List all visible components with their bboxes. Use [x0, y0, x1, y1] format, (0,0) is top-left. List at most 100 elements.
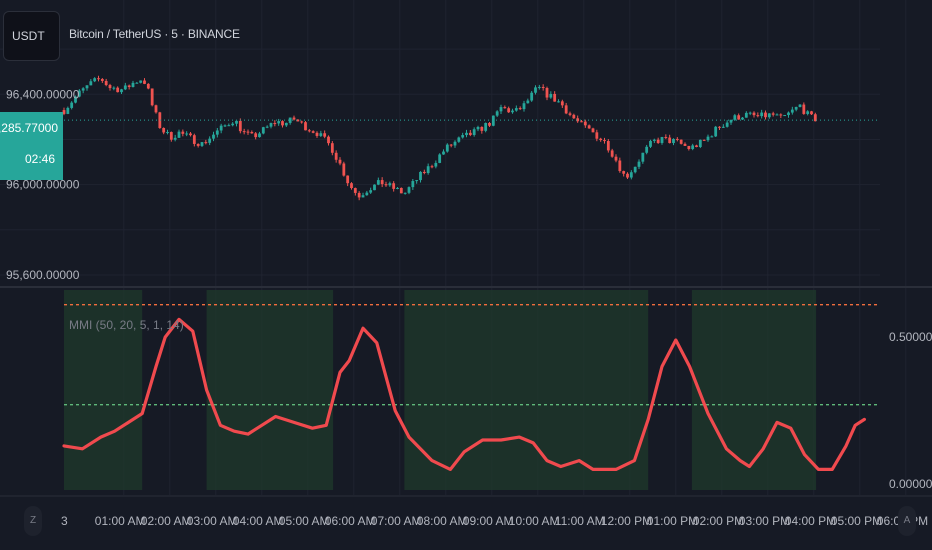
candle-body — [139, 80, 143, 83]
candle-body — [794, 107, 798, 110]
bar-countdown: 02:46 — [24, 152, 55, 166]
x-tick-label: 05:00 AM — [279, 514, 330, 528]
candle-body — [258, 133, 261, 138]
candle-body — [85, 85, 89, 89]
candle-body — [537, 86, 541, 88]
mmi-y-tick-label: 0.50000 — [889, 330, 932, 344]
candle-body — [802, 104, 806, 114]
candle-body — [752, 112, 756, 116]
candle-body — [683, 143, 687, 146]
candle-body — [721, 126, 725, 128]
x-tick-label: 12:00 PM — [601, 514, 652, 528]
candle-body — [672, 138, 675, 144]
candle-body — [541, 86, 545, 89]
candle-body — [633, 166, 637, 173]
candle-body — [131, 82, 135, 88]
candle-body — [123, 85, 127, 90]
candle-body — [353, 188, 357, 193]
candle-body — [744, 112, 748, 118]
candle-body — [227, 125, 231, 127]
last-price: 96,285.77000 — [0, 121, 58, 135]
candle-body — [288, 117, 292, 123]
candle-body — [208, 138, 212, 143]
candle-body — [468, 132, 472, 135]
mmi-zone — [404, 290, 649, 490]
candle-body — [472, 129, 476, 135]
candle-body — [767, 113, 771, 118]
candle-body — [192, 135, 196, 144]
candle-body — [691, 145, 695, 149]
candle-body — [158, 112, 162, 128]
x-tick-label: 01:00 PM — [647, 514, 698, 528]
candle-body — [292, 117, 296, 120]
indicator-label[interactable]: MMI (50, 20, 5, 1, 14) — [69, 318, 184, 332]
candle-body — [265, 126, 269, 128]
candle-body — [511, 110, 514, 113]
candle-body — [315, 132, 319, 136]
candle-body — [376, 180, 380, 185]
candle-body — [775, 114, 779, 116]
candle-body — [323, 133, 327, 137]
candle-body — [284, 122, 288, 126]
candle-body — [534, 87, 537, 93]
candle-body — [491, 115, 495, 126]
candle-body — [572, 114, 576, 119]
candle-body — [687, 145, 691, 149]
candle-body — [695, 145, 698, 147]
candle-body — [296, 119, 300, 122]
nav-left-button[interactable]: Z — [24, 506, 42, 536]
candle-body — [212, 134, 215, 139]
candle-body — [618, 160, 622, 172]
candle-body — [74, 96, 77, 103]
candle-body — [465, 132, 468, 136]
candle-body — [806, 111, 810, 114]
x-tick-label: 07:00 AM — [371, 514, 422, 528]
candle-body — [741, 117, 744, 120]
candle-body — [261, 127, 265, 134]
symbol-search-button[interactable]: USDT — [3, 11, 60, 61]
candle-body — [457, 137, 461, 142]
candle-body — [725, 122, 729, 127]
mmi-line — [62, 317, 866, 471]
candle-body — [415, 180, 419, 182]
candle-body — [737, 115, 741, 120]
candle-body — [177, 131, 181, 138]
candle-body — [568, 113, 572, 115]
x-tick-label: 04:00 PM — [785, 514, 836, 528]
candle-body — [223, 125, 227, 127]
candle-body — [445, 144, 449, 152]
candle-body — [733, 115, 737, 120]
candle-body — [557, 101, 560, 103]
candle-body — [698, 139, 702, 147]
candle-body — [434, 162, 438, 167]
candle-body — [373, 184, 376, 191]
candle-body — [392, 183, 396, 189]
candle-body — [760, 112, 764, 117]
candle-body — [281, 121, 284, 126]
price-y-tick-label: 96,400.00000 — [6, 87, 80, 101]
candle-body — [369, 190, 373, 193]
chart-title: Bitcoin / TetherUS · 5 · BINANCE — [69, 27, 240, 41]
candle-body — [350, 183, 353, 189]
candle-body — [518, 108, 522, 110]
nav-right-button[interactable]: A — [898, 506, 916, 536]
candle-body — [162, 127, 166, 133]
x-tick-label: 02:00 PM — [693, 514, 744, 528]
candle-body — [135, 82, 139, 84]
candle-body — [120, 89, 123, 93]
candle-body — [530, 92, 534, 101]
candle-body — [641, 152, 645, 162]
candle-body — [334, 152, 338, 160]
candle-body — [614, 156, 618, 161]
candle-body — [127, 85, 131, 88]
candle-body — [77, 90, 81, 97]
candle-body — [599, 138, 603, 141]
candle-body — [522, 103, 526, 110]
candle-body — [242, 131, 246, 133]
candle-body — [235, 120, 238, 124]
candle-body — [564, 105, 568, 114]
candle-body — [629, 172, 633, 178]
candle-body — [675, 138, 679, 140]
candle-body — [560, 101, 564, 106]
